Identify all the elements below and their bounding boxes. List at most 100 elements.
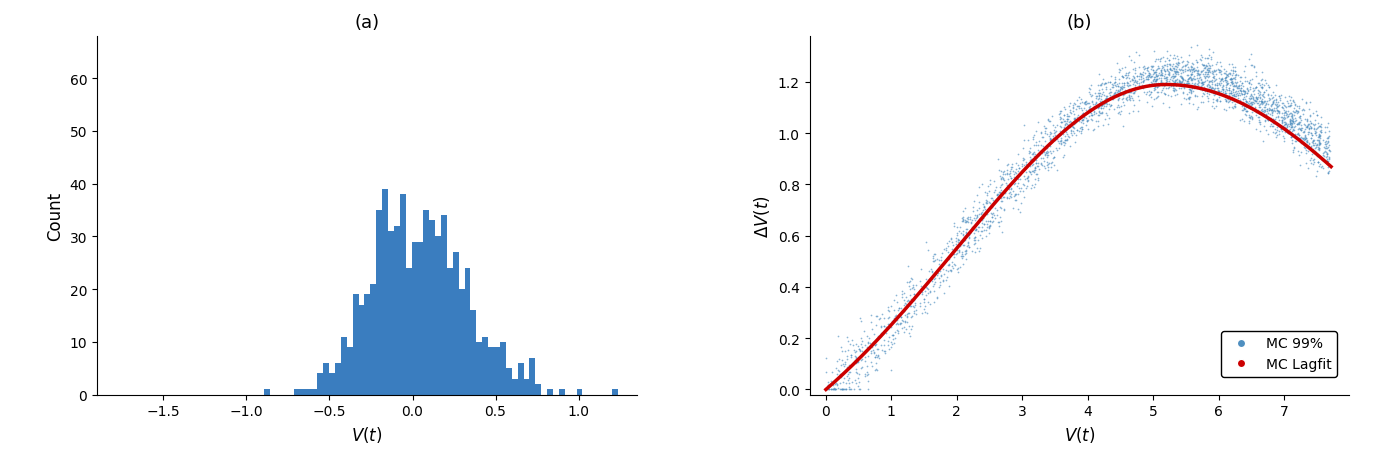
MC 99% [1271, 114, 1293, 122]
MC 99% [1156, 77, 1178, 84]
MC 99% [1124, 74, 1146, 81]
MC 99% [1034, 130, 1056, 138]
MC 99% [958, 244, 980, 251]
MC 99% [963, 234, 985, 241]
MC 99% [1233, 74, 1255, 81]
MC 99% [1225, 91, 1247, 99]
MC 99% [1318, 155, 1340, 162]
MC 99% [1063, 111, 1085, 118]
MC 99% [1308, 146, 1330, 154]
MC 99% [1232, 96, 1254, 104]
MC 99% [1053, 112, 1075, 119]
MC 99% [1145, 69, 1167, 76]
MC 99% [1157, 68, 1179, 76]
MC 99% [1287, 121, 1309, 128]
MC 99% [1210, 71, 1232, 78]
MC 99% [1053, 106, 1075, 114]
MC 99% [854, 373, 876, 380]
MC 99% [1019, 162, 1041, 170]
MC 99% [958, 244, 980, 252]
MC 99% [1241, 94, 1264, 101]
MC 99% [1201, 49, 1223, 56]
MC 99% [1067, 98, 1089, 105]
MC 99% [1008, 164, 1030, 172]
MC 99% [943, 223, 965, 230]
MC 99% [947, 236, 969, 243]
MC 99% [1031, 155, 1053, 162]
MC 99% [1294, 138, 1316, 146]
MC 99% [1038, 160, 1060, 168]
MC 99% [1057, 113, 1080, 121]
MC 99% [980, 200, 1002, 207]
MC 99% [851, 356, 873, 364]
MC 99% [840, 379, 862, 386]
MC 99% [1301, 132, 1323, 140]
MC 99% [963, 223, 985, 230]
MC 99% [1219, 76, 1241, 83]
MC 99% [1164, 78, 1186, 85]
MC 99% [1275, 109, 1297, 117]
MC 99% [1078, 91, 1100, 99]
MC 99% [828, 367, 850, 375]
MC 99% [1110, 80, 1132, 88]
MC 99% [1171, 78, 1193, 86]
MC 99% [1282, 129, 1304, 136]
MC 99% [859, 359, 882, 366]
MC 99% [1175, 62, 1197, 70]
MC 99% [1186, 81, 1208, 89]
MC 99% [1113, 84, 1135, 92]
MC 99% [1102, 83, 1124, 90]
MC 99% [1192, 62, 1214, 70]
MC 99% [1268, 113, 1290, 120]
MC 99% [873, 337, 895, 344]
MC 99% [1208, 67, 1230, 75]
MC 99% [1251, 99, 1273, 106]
MC 99% [1095, 80, 1117, 87]
MC 99% [985, 196, 1008, 203]
MC 99% [1154, 76, 1176, 83]
MC 99% [1294, 136, 1316, 143]
MC 99% [976, 211, 998, 218]
MC 99% [1290, 140, 1312, 147]
MC 99% [1176, 64, 1199, 71]
MC 99% [1255, 116, 1277, 123]
MC 99% [1176, 67, 1199, 74]
MC 99% [835, 386, 857, 393]
MC 99% [1204, 91, 1226, 99]
MC 99% [1203, 99, 1225, 106]
MC 99% [992, 175, 1014, 182]
MC 99% [1008, 176, 1030, 183]
MC 99% [926, 271, 948, 279]
MC 99% [1150, 56, 1172, 63]
MC 99% [919, 287, 941, 295]
MC 99% [1174, 77, 1196, 84]
MC 99% [1240, 101, 1262, 108]
MC 99% [962, 208, 984, 215]
MC 99% [1169, 78, 1192, 86]
MC 99% [1280, 118, 1302, 125]
MC 99% [1164, 69, 1186, 76]
MC 99% [1248, 80, 1271, 87]
MC 99% [876, 303, 898, 311]
MC 99% [1293, 111, 1315, 118]
MC 99% [955, 230, 977, 237]
MC 99% [1199, 65, 1221, 73]
MC 99% [1158, 69, 1181, 76]
MC 99% [873, 347, 895, 354]
MC 99% [1023, 151, 1045, 158]
MC 99% [1254, 101, 1276, 109]
MC 99% [1265, 105, 1287, 112]
MC 99% [929, 257, 951, 264]
MC 99% [1193, 66, 1215, 73]
MC 99% [1239, 104, 1261, 112]
MC 99% [1028, 152, 1050, 160]
MC 99% [1143, 76, 1165, 84]
MC 99% [1192, 79, 1214, 87]
MC 99% [1003, 174, 1026, 181]
MC 99% [1251, 69, 1273, 77]
MC 99% [1203, 87, 1225, 94]
MC 99% [959, 213, 981, 221]
MC 99% [963, 249, 985, 256]
X-axis label: $V(t)$: $V(t)$ [352, 424, 382, 444]
MC 99% [1116, 80, 1138, 88]
